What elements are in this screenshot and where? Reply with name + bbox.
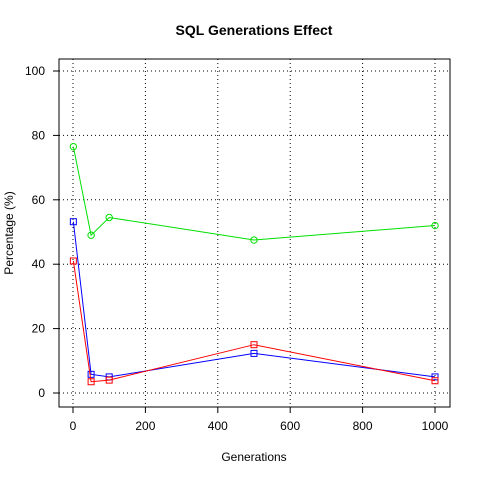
- data-point: [250, 349, 258, 357]
- series-1: [69, 142, 439, 244]
- x-tick-label: 800: [353, 419, 373, 433]
- x-tick-label: 1000: [422, 419, 449, 433]
- x-tick-label: 600: [280, 419, 300, 433]
- y-tick-label: 0: [38, 386, 45, 400]
- y-tick-label: 40: [32, 257, 46, 271]
- data-point: [250, 341, 258, 349]
- data-point: [431, 377, 439, 385]
- plot-frame: [58, 58, 451, 408]
- x-tick-label: 0: [70, 419, 77, 433]
- series-3: [69, 257, 439, 386]
- data-point: [250, 236, 258, 244]
- data-point: [69, 257, 77, 265]
- y-tick-label: 80: [32, 128, 46, 142]
- series-line: [72, 146, 436, 241]
- y-tick-label: 60: [32, 193, 46, 207]
- series-line: [72, 260, 436, 383]
- data-point: [431, 221, 439, 230]
- y-axis-label: Percentage (%): [2, 191, 16, 274]
- x-tick-label: 200: [135, 419, 155, 433]
- data-point: [87, 378, 95, 386]
- data-point: [87, 231, 95, 239]
- data-point: [69, 142, 78, 151]
- data-point: [431, 373, 439, 381]
- data-point: [105, 213, 113, 222]
- chart-title: SQL Generations Effect: [176, 22, 333, 38]
- axes-layer: 0 200 400 600 800 1000 0 20 40 60 80 100: [25, 64, 449, 433]
- x-tick-label: 400: [208, 419, 228, 433]
- x-axis-label: Generations: [221, 450, 286, 464]
- data-point: [69, 218, 77, 226]
- data-point: [87, 370, 95, 378]
- y-tick-label: 20: [32, 322, 46, 336]
- series-layer: [69, 142, 439, 386]
- grid-layer: [59, 59, 450, 407]
- y-tick-label: 100: [25, 64, 45, 78]
- series-line: [72, 221, 436, 378]
- data-point: [105, 376, 113, 384]
